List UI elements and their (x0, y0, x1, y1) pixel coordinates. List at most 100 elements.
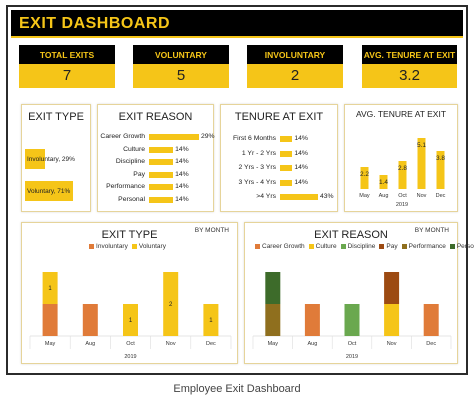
bar-row-bar (280, 165, 293, 171)
kpi-value: 2 (247, 64, 343, 88)
bar-row-label: Performance (106, 183, 145, 190)
stacked-bar-segment (304, 304, 320, 336)
bar-row-label: Discipline (115, 158, 145, 165)
exit-reason-card: EXIT REASON Career Growth 29% Culture 14% Di… (97, 104, 215, 212)
bar-row-label: 3 Yrs - 4 Yrs (238, 178, 276, 186)
legend-swatch (89, 243, 95, 249)
bar-row-bar (149, 184, 174, 190)
year-label: 2019 (346, 354, 358, 360)
month-tick-label: May (45, 341, 56, 347)
avg-tenure-value-label: 2.8 (398, 165, 407, 172)
bar-row-bar (280, 150, 293, 157)
bar-row-label: First 6 Months (232, 135, 276, 142)
caption: Employee Exit Dashboard (173, 383, 301, 395)
bar-row-value: 14% (294, 164, 308, 171)
exit-type-bar (25, 181, 73, 201)
legend-item: Performance (401, 243, 446, 250)
kpi-label: TOTAL EXITS (19, 45, 115, 64)
avg-tenure-tick-label: May (359, 193, 370, 199)
legend-swatch (449, 243, 455, 249)
bar-row-value: 14% (175, 195, 189, 203)
legend-label: Voluntary (138, 243, 166, 250)
bar-row-value: 43% (320, 193, 334, 200)
bar-row-label: 2 Yrs - 3 Yrs (238, 164, 276, 171)
stacked-bar-segment (265, 304, 281, 336)
avg-tenure-year-label: 2019 (396, 202, 408, 208)
stacked-bar-segment (423, 304, 439, 336)
legend-label: Discipline (347, 243, 376, 250)
month-tick-label: Dec (206, 341, 216, 347)
legend-item: Culture (308, 243, 337, 250)
tenure-card: TENURE AT EXIT First 6 Months 14% 1 Yr - 2… (220, 104, 338, 212)
bar-row-value: 14% (294, 135, 308, 142)
month-tick-label: Dec (426, 341, 436, 347)
bar-row-label: 1 Yr - 2 Yrs (241, 149, 276, 157)
legend-swatch (379, 243, 385, 249)
segment-value-label: 2 (169, 302, 173, 308)
legend-item: Voluntary (131, 243, 166, 250)
legend-swatch (131, 243, 137, 249)
month-tick-label: Oct (348, 341, 357, 347)
bar-row-bar (149, 171, 174, 178)
month-tick-label: Aug (308, 341, 318, 347)
title-underline (11, 36, 463, 38)
kpi-value: 3.2 (362, 64, 457, 88)
bar-row-value: 14% (175, 145, 189, 153)
bar-row-value: 14% (175, 183, 189, 190)
legend-label: Performance (408, 243, 446, 250)
exit-type-month-chart: 1 May Aug 1 Oct 2 Nov 1 Dec 2019 (29, 272, 232, 360)
legend-swatch (340, 243, 346, 249)
stacked-bar-segment (265, 272, 281, 304)
stacked-bar-segment (42, 304, 58, 336)
avg-tenure-chart: 2.2 May 1.4 Aug 2.8 Oct 5.1 Nov 3.8 Dec 2019 (359, 138, 446, 208)
stacked-bar-segment (384, 304, 400, 336)
dashboard-title: EXIT DASHBOARD (11, 10, 463, 36)
avg-tenure-bar (379, 175, 388, 189)
stacked-bar-segment (163, 272, 179, 336)
bar-row-value: 29% (201, 133, 215, 140)
card-title: EXIT TYPE (101, 229, 158, 241)
month-tick-label: Oct (126, 341, 135, 347)
legend-label: Involuntary (96, 243, 128, 250)
bar-row-bar (149, 159, 174, 165)
kpi-value: 7 (19, 64, 115, 88)
exit-reason-month-chart: May Aug Oct Nov Dec 2019 (252, 272, 452, 360)
legend-label: Career Growth (262, 243, 305, 250)
legend-item: Involuntary (89, 243, 128, 250)
bar-row-label: >4 Yrs (256, 193, 276, 200)
kpi-voluntary: VOLUNTARY 5 (133, 45, 229, 88)
stacked-bar-segment (42, 272, 58, 304)
segment-value-label: 1 (209, 318, 213, 324)
by-month-label: BY MONTH (414, 227, 449, 234)
bar-row-bar (149, 146, 174, 153)
legend-label: Culture (315, 243, 337, 250)
month-tick-label: May (268, 341, 279, 347)
kpi-avg-tenure: AVG. TENURE AT EXIT 3.2 (362, 45, 457, 88)
year-label: 2019 (124, 354, 136, 360)
card-title: AVG. TENURE AT EXIT (355, 109, 447, 119)
card-title: EXIT REASON (314, 229, 388, 241)
bar-row-value: 14% (294, 149, 308, 157)
avg-tenure-tick-label: Dec (436, 193, 446, 199)
bar-row-value: 14% (294, 178, 308, 186)
card-title: EXIT REASON (118, 111, 193, 123)
legend-item: Pay (379, 243, 398, 250)
avg-tenure-value-label: 2.2 (360, 171, 369, 178)
exit-type-month-card: EXIT TYPE BY MONTH Involuntary Voluntary … (21, 222, 238, 364)
bar-row-label: Personal (118, 195, 145, 203)
exit-reason-legend: Career Growth Culture Discipline Pay Perform… (255, 243, 474, 250)
bar-row-label: Culture (123, 145, 145, 153)
bar-row-value: 14% (175, 170, 189, 178)
bar-row-value: 14% (175, 158, 189, 165)
legend-swatch (255, 243, 260, 249)
stacked-bar-segment (82, 304, 98, 336)
legend-item: Personal (449, 243, 474, 250)
avg-tenure-card: AVG. TENURE AT EXIT 2.2 May 1.4 Aug 2.8 Oct 5.… (344, 104, 458, 212)
stacked-bar-segment (384, 272, 400, 304)
avg-tenure-bar (417, 138, 426, 189)
avg-tenure-value-label: 5.1 (417, 142, 426, 149)
avg-tenure-bar (398, 161, 407, 189)
by-month-label: BY MONTH (194, 227, 229, 234)
legend-item: Career Growth (255, 243, 305, 250)
avg-tenure-value-label: 3.8 (436, 155, 445, 162)
